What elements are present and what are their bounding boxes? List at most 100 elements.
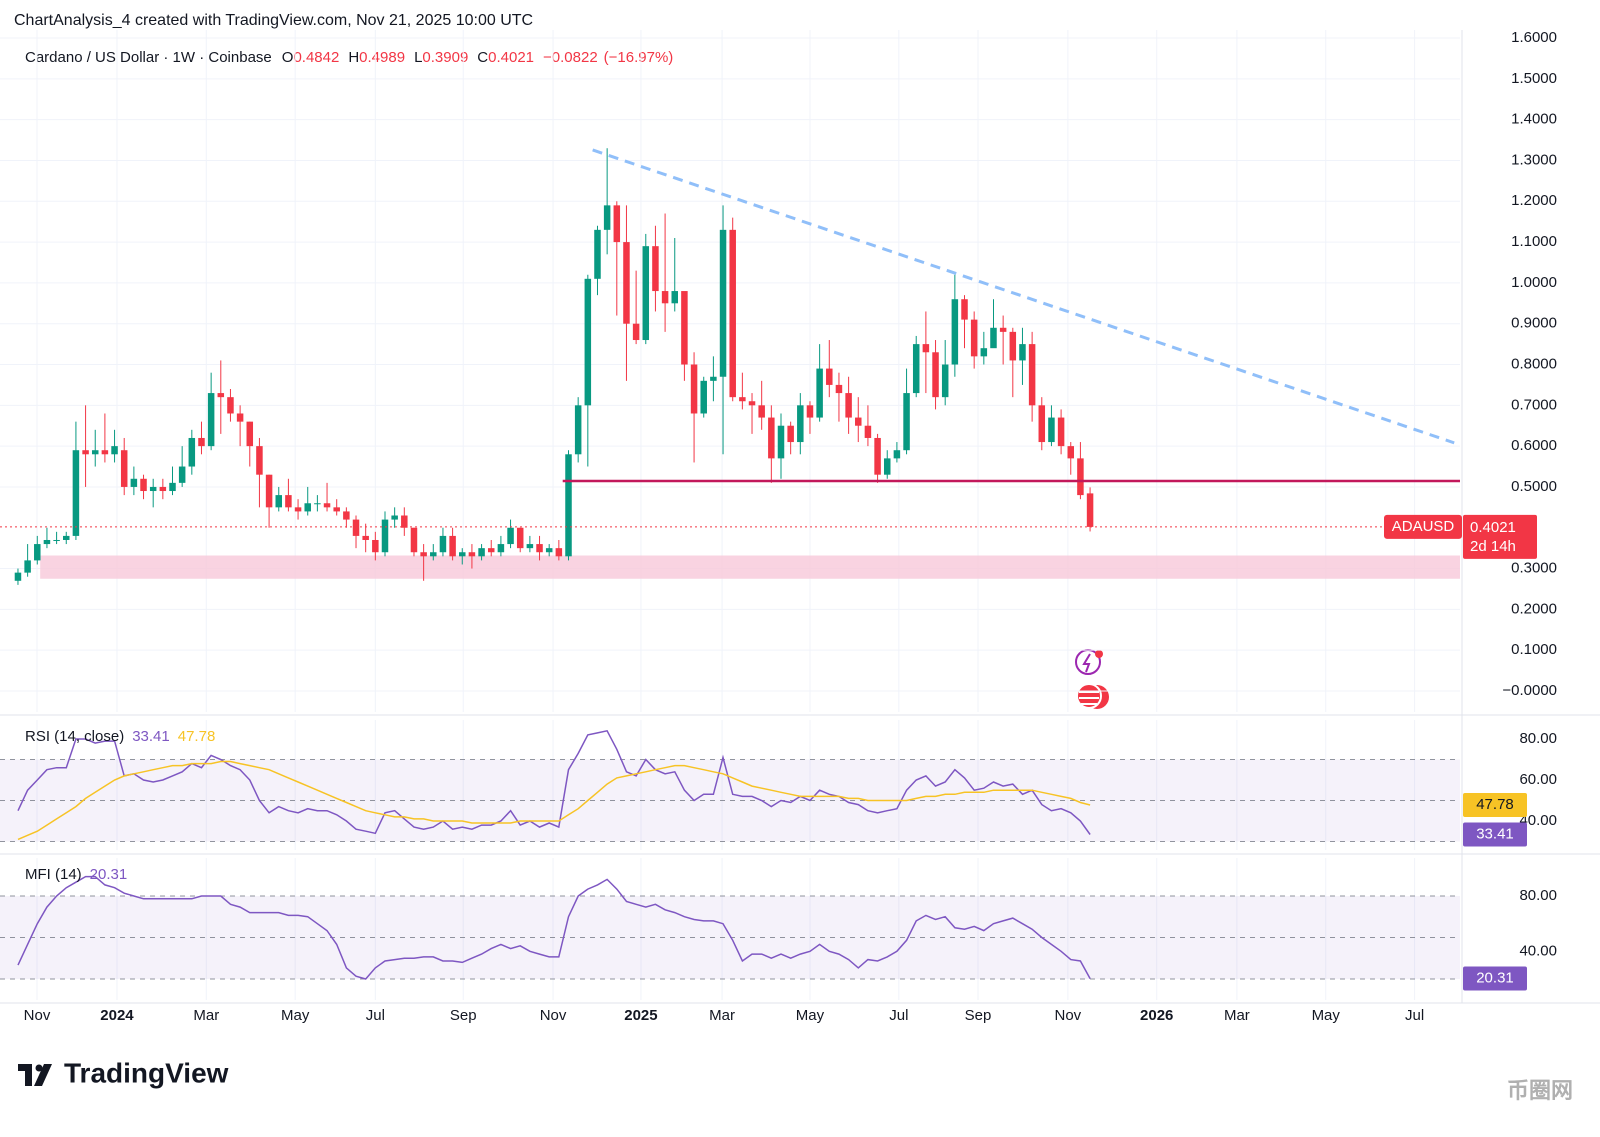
candle-body: [507, 527, 514, 545]
candle-body: [140, 478, 147, 492]
candle-body: [719, 229, 727, 377]
candle-body: [246, 421, 254, 447]
candle-body: [275, 495, 282, 508]
candle-body: [459, 552, 466, 557]
symbol-tag-text: ADAUSD: [1392, 518, 1455, 535]
candle-body: [768, 417, 775, 459]
candle-body: [758, 405, 765, 418]
event-icon: [1076, 683, 1102, 709]
candle-body: [816, 368, 823, 418]
candle-body: [333, 507, 340, 512]
indicator-line: [17, 875, 1091, 980]
candle-body: [970, 319, 978, 357]
candle-body: [468, 552, 476, 557]
x-tick-label: Sep: [965, 1007, 992, 1024]
ohlc-legend: Cardano / US Dollar · 1W · Coinbase O0.48…: [25, 49, 673, 66]
candle-body: [1077, 458, 1084, 496]
candle-body: [729, 229, 736, 398]
candle-body: [410, 527, 418, 553]
candle-body: [14, 572, 22, 581]
change-pct: (−16.97%): [604, 49, 674, 66]
candle-body: [941, 364, 949, 398]
countdown-text: 2d 14h: [1470, 538, 1516, 555]
x-tick-label: May: [281, 1007, 310, 1024]
event-icon-bolt: [1082, 653, 1091, 673]
value-tag-text: 20.31: [1476, 970, 1514, 987]
candle-body: [24, 560, 31, 573]
candle-body: [642, 246, 650, 341]
support-zone: [40, 555, 1461, 579]
candle-body: [217, 393, 225, 398]
candle-body: [63, 535, 70, 540]
ohlc-value: 0.4989: [359, 49, 405, 66]
ohlc-letter: H: [348, 49, 359, 66]
x-tick-label: Nov: [1055, 1007, 1082, 1024]
candle-body: [806, 405, 814, 418]
indicator-legend-part: MFI (14): [25, 866, 82, 883]
y-tick-label: 0.1000: [1511, 641, 1557, 658]
x-tick-label: Jul: [889, 1007, 908, 1024]
candle-body: [671, 291, 679, 304]
y-tick-label: 0.5000: [1511, 478, 1557, 495]
value-tag: [1463, 793, 1527, 818]
candle-body: [227, 397, 234, 414]
x-tick-label: May: [1312, 1007, 1341, 1024]
candle-body: [449, 535, 456, 557]
candle-body: [372, 539, 379, 553]
candle-body: [584, 278, 592, 406]
candle-body: [487, 548, 495, 553]
candle-body: [1019, 344, 1026, 361]
candle-body: [951, 299, 959, 365]
candle-body: [555, 548, 563, 557]
y-tick-label: 1.4000: [1511, 111, 1557, 128]
candle-body: [922, 344, 930, 353]
x-tick-label: May: [796, 1007, 825, 1024]
candle-body: [990, 327, 997, 349]
candle-body: [323, 503, 331, 508]
candle-body: [256, 446, 263, 475]
candle-body: [613, 205, 621, 243]
candle-body: [34, 544, 41, 561]
candle-body: [652, 246, 659, 292]
y-tick-label: 0.8000: [1511, 355, 1557, 372]
candle-body: [1067, 446, 1075, 459]
candle-body: [797, 405, 804, 443]
y-tick-label: 0.7000: [1511, 396, 1557, 413]
logo-mark: [18, 1064, 52, 1086]
candle-body: [710, 376, 717, 381]
candle-body: [236, 413, 244, 422]
candle-body: [632, 323, 640, 341]
candle-body: [1028, 344, 1036, 406]
candle-body: [101, 450, 109, 455]
price-tag-text: 0.4021: [1470, 519, 1516, 536]
candle-body: [565, 454, 572, 557]
candle-body: [314, 503, 321, 505]
candle-body: [82, 450, 89, 455]
y-tick-label: 40.00: [1519, 942, 1557, 959]
candle-body: [198, 437, 205, 447]
candle-body: [980, 348, 988, 357]
candle-body: [700, 380, 707, 414]
candle-body: [130, 478, 138, 487]
candle-body: [381, 519, 389, 553]
candle-body: [53, 539, 60, 541]
candle-body: [497, 544, 505, 553]
logo-text: TradingView: [64, 1057, 229, 1088]
candle-body: [1009, 331, 1017, 361]
x-tick-label: Mar: [709, 1007, 735, 1024]
logo-dot: [35, 1064, 43, 1072]
candle-body: [343, 511, 350, 520]
event-icon-flag: [1079, 691, 1099, 705]
candle-body: [661, 291, 669, 304]
candle-body: [265, 474, 273, 508]
candle-body: [188, 437, 196, 467]
candle-body: [1086, 493, 1094, 527]
candle-body: [178, 466, 186, 483]
value-tag: [1463, 822, 1527, 847]
candle-body: [362, 535, 369, 540]
x-tick-label: Mar: [193, 1007, 219, 1024]
y-tick-label: 60.00: [1519, 771, 1557, 788]
candle-body: [874, 437, 881, 475]
